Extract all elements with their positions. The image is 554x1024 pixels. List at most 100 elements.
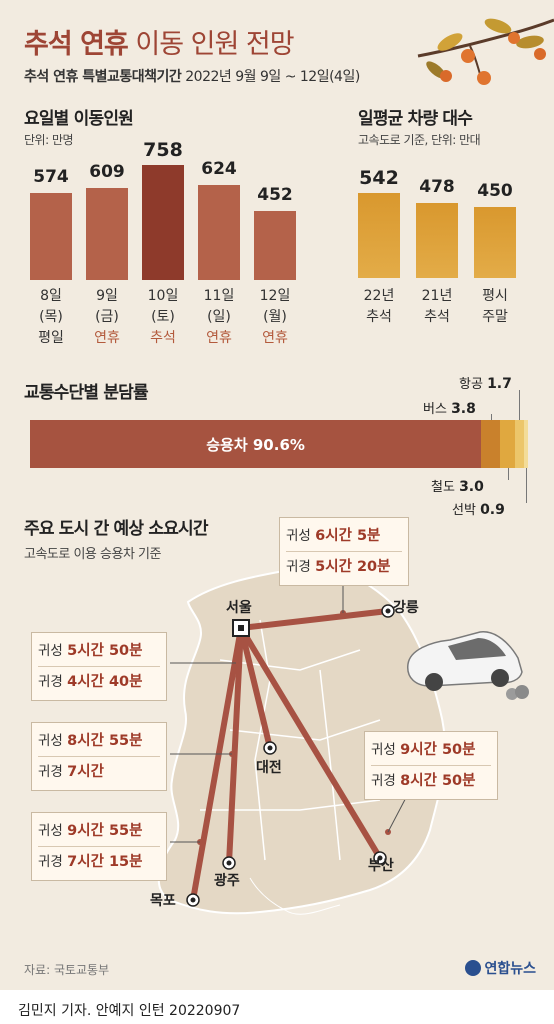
share-label: 버스 3.8 [423,398,476,417]
time-return-busan: 귀경 8시간 50분 [371,773,476,789]
daily-axis-label-line: 평일 [38,330,64,346]
city-dot-center [190,897,196,903]
city-label-gangneung: 강릉 [393,600,419,616]
daily-bar-value: 758 [143,139,183,161]
daily-bar-value: 609 [89,161,125,182]
daily-axis-label: 12일 (월) 연휴 [245,286,305,349]
share-segment [515,420,524,468]
city-dot-center [267,745,273,751]
daily-bar [198,185,240,280]
time-return-gwangju: 귀경 7시간 [38,764,104,780]
daily-bar [254,211,296,280]
vehicle-axis-label-line: 평시 [482,288,508,304]
daily-axis-label: 8일 (목) 평일 [21,286,81,349]
daily-axis-label: 10일 (토) 추석 [133,286,193,349]
time-box-mokpo: 귀성 9시간 55분 귀경 7시간 15분 [31,812,167,881]
vehicle-axis-label-line: 22년 [363,288,395,304]
daily-bar [86,187,128,280]
route-line-daejeon [238,625,273,751]
vehicle-axis-label: 21년 추석 [407,286,467,328]
travel-time-title: 주요 도시 간 예상 소요시간 [24,519,209,539]
time-go-busan: 귀성 9시간 50분 [371,742,476,758]
share-label-value: 3.8 [451,401,476,417]
daily-bar-value: 574 [33,166,69,187]
share-chart-title: 교통수단별 분담률 [24,383,149,403]
time-box-busan: 귀성 9시간 50분 귀경 8시간 50분 [364,731,498,800]
share-segment [481,420,501,468]
vehicle-axis-label-line: 21년 [421,288,453,304]
travel-time-subtitle: 고속도로 이용 승용차 기준 [24,547,161,562]
city-dot-center [385,608,391,614]
city-dot-center [226,860,232,866]
share-label-name: 선박 [452,503,481,518]
vehicle-bar-value: 542 [359,167,399,189]
vehicle-bar [358,193,400,278]
vehicle-axis-label-line: 추석 [366,309,392,325]
time-box-gangneung: 귀성 6시간 5분 귀경 5시간 20분 [279,517,409,586]
daily-axis-label-line: 추석 [150,330,176,346]
time-go-gwangju: 귀성 8시간 55분 [38,733,143,749]
daily-axis-label-line: 11일 [203,288,235,304]
share-label-name: 철도 [431,480,460,495]
vehicle-axis-label-line: 주말 [482,309,508,325]
route-line-mokpo [190,625,244,903]
source-note: 자료: 국토교통부 [24,963,110,977]
share-segment: 승용차 90.6% [30,420,482,468]
vehicle-bar-value: 450 [477,181,513,202]
share-label-value: 0.9 [480,502,505,518]
city-label-busan: 부산 [368,858,394,874]
daily-axis-label-line: (일) [207,309,231,325]
share-label: 항공 1.7 [459,373,512,392]
vehicle-bar [416,203,458,278]
vehicle-bar [474,207,516,278]
share-segment [523,420,528,468]
daily-bar-value: 624 [201,159,237,180]
route-line-gangneung [238,608,391,631]
vehicle-bar-value: 478 [419,177,455,198]
share-leader-line [525,468,527,503]
share-label-name: 버스 [423,402,452,417]
city-label-seoul: 서울 [226,600,252,616]
share-label: 철도 3.0 [431,476,484,495]
daily-axis-label-line: 10일 [147,288,179,304]
city-dot-center [377,855,383,861]
time-return-gangneung: 귀경 5시간 20분 [286,559,391,575]
share-segment [500,420,516,468]
route-line-busan [238,625,383,861]
persimmon-branch-icon [417,18,554,85]
share-label: 선박 0.9 [452,499,505,518]
daily-axis-label-line: (토) [151,309,175,325]
credit-line: 김민지 기자. 안예지 인턴 20220907 [18,1003,241,1019]
page-title: 추석 연휴 이동 인원 전망 [24,29,295,60]
yonhap-logo: 연합뉴스 [465,958,536,978]
time-return-daejeon: 귀경 4시간 40분 [38,674,143,690]
daily-axis-label-line: 12일 [259,288,291,304]
city-label-daejeon: 대전 [256,760,282,776]
page-subtitle: 추석 연휴 특별교통대책기간 2022년 9월 9일 ~ 12일(4일) [24,69,360,85]
time-box-daejeon: 귀성 5시간 50분 귀경 4시간 40분 [31,632,167,701]
share-main-label: 승용차 90.6% [206,435,305,454]
daily-axis-label-line: 연휴 [206,330,232,346]
daily-axis-label-line: (목) [39,309,63,325]
daily-axis-label-line: 8일 [40,288,62,304]
daily-axis-label-line: (금) [95,309,119,325]
share-label-value: 3.0 [459,479,484,495]
share-leader-line [519,390,521,420]
time-box-gwangju: 귀성 8시간 55분 귀경 7시간 [31,722,167,791]
daily-axis-label: 9일 (금) 연휴 [77,286,137,349]
time-go-gangneung: 귀성 6시간 5분 [286,528,381,544]
vehicle-chart-unit: 고속도로 기준, 단위: 만대 [358,133,481,147]
city-label-mokpo: 목포 [150,893,176,909]
daily-chart-title: 요일별 이동인원 [24,109,134,129]
share-leader-line [507,468,509,480]
daily-bar [142,165,184,280]
daily-axis-label-line: 연휴 [262,330,288,346]
route-lines [170,580,411,907]
city-label-gwangju: 광주 [214,873,240,889]
daily-bar-value: 452 [257,185,293,206]
route-line-gwangju [226,625,244,866]
share-leader-line [490,414,492,420]
share-label-value: 1.7 [487,376,512,392]
share-label-name: 항공 [459,377,488,392]
